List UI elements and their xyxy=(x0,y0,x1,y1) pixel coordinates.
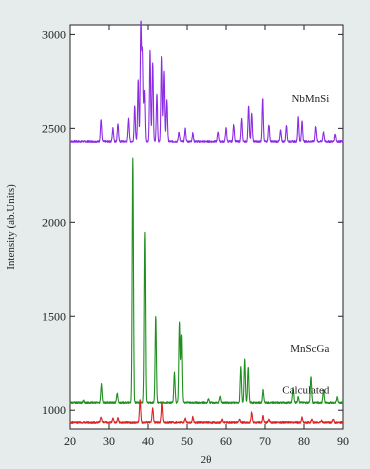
plot-area xyxy=(69,24,344,430)
x-tick-label-30: 30 xyxy=(103,434,115,448)
series-labels: NbMnSi MnScGa Calculated xyxy=(282,93,330,396)
x-axis-label: 2θ xyxy=(201,454,212,466)
y-tick-label-3000: 3000 xyxy=(42,27,66,41)
series-line-calculated xyxy=(69,399,344,424)
y-axis-label: Intensity (ab.Units) xyxy=(5,184,17,270)
y-tick-label-1000: 1000 xyxy=(42,403,66,417)
series-line-mnscga xyxy=(69,157,344,405)
y-tick-label-2000: 2000 xyxy=(42,215,66,229)
x-tick-label-70: 70 xyxy=(259,434,271,448)
x-tick-label-80: 80 xyxy=(298,434,310,448)
y-ticks: 1000 1500 2000 2500 3000 xyxy=(42,27,343,417)
x-tick-label-60: 60 xyxy=(220,434,232,448)
y-tick-label-2500: 2500 xyxy=(42,121,66,135)
x-tick-label-90: 90 xyxy=(337,434,349,448)
y-tick-label-1500: 1500 xyxy=(42,309,66,323)
series-label-nbmnsi: NbMnSi xyxy=(291,93,329,105)
series-label-mnscga: MnScGa xyxy=(290,343,329,355)
x-ticks: 20 30 40 50 60 70 80 90 xyxy=(64,25,349,448)
x-tick-label-40: 40 xyxy=(142,434,154,448)
series-line-nbmnsi xyxy=(69,20,344,143)
series-layer xyxy=(69,20,344,424)
series-label-calculated: Calculated xyxy=(282,384,330,396)
x-tick-label-20: 20 xyxy=(64,434,76,448)
x-tick-label-50: 50 xyxy=(181,434,193,448)
